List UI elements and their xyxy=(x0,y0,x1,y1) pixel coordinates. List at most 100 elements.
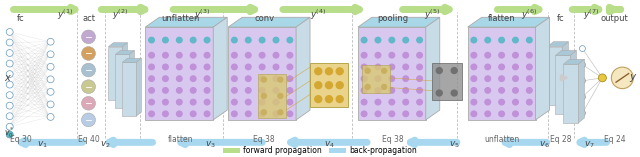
Polygon shape xyxy=(579,59,584,123)
Circle shape xyxy=(389,99,395,105)
Text: Eq 40: Eq 40 xyxy=(77,135,99,143)
Circle shape xyxy=(163,52,168,58)
Circle shape xyxy=(403,76,408,81)
Text: $v_0^*$: $v_0^*$ xyxy=(4,125,14,140)
Text: $y^{(3)}$: $y^{(3)}$ xyxy=(194,8,211,22)
Circle shape xyxy=(527,52,532,58)
Text: $y^{(4)}$: $y^{(4)}$ xyxy=(310,8,326,22)
Circle shape xyxy=(513,76,518,81)
Circle shape xyxy=(232,111,237,116)
Circle shape xyxy=(485,99,490,105)
Circle shape xyxy=(190,99,196,105)
Text: Eq 38: Eq 38 xyxy=(382,135,404,143)
Circle shape xyxy=(6,102,13,109)
Circle shape xyxy=(362,52,367,58)
Circle shape xyxy=(163,64,168,70)
Circle shape xyxy=(232,64,237,70)
Text: $x$: $x$ xyxy=(4,73,12,83)
Circle shape xyxy=(148,88,154,93)
Circle shape xyxy=(499,76,504,81)
Polygon shape xyxy=(115,54,129,108)
Circle shape xyxy=(403,64,408,70)
Circle shape xyxy=(204,64,210,70)
Circle shape xyxy=(499,64,504,70)
Polygon shape xyxy=(122,62,136,116)
Circle shape xyxy=(499,111,504,116)
Circle shape xyxy=(499,88,504,93)
Circle shape xyxy=(436,90,442,96)
Circle shape xyxy=(204,111,210,116)
Circle shape xyxy=(259,37,265,43)
Circle shape xyxy=(365,84,370,89)
Circle shape xyxy=(246,37,251,43)
Polygon shape xyxy=(228,27,296,120)
Text: $v_1$: $v_1$ xyxy=(37,139,48,150)
Circle shape xyxy=(287,99,292,105)
Polygon shape xyxy=(468,17,550,27)
Circle shape xyxy=(579,62,586,68)
Text: Eq 24: Eq 24 xyxy=(604,135,625,143)
Text: $v_6$: $v_6$ xyxy=(539,139,550,150)
Circle shape xyxy=(259,64,265,70)
Polygon shape xyxy=(570,51,577,114)
Polygon shape xyxy=(108,47,122,100)
Circle shape xyxy=(163,37,168,43)
Polygon shape xyxy=(136,58,141,116)
Circle shape xyxy=(513,99,518,105)
Circle shape xyxy=(163,88,168,93)
Circle shape xyxy=(47,63,54,70)
Circle shape xyxy=(389,76,395,81)
Circle shape xyxy=(403,37,408,43)
Circle shape xyxy=(47,101,54,108)
Circle shape xyxy=(81,80,95,94)
Text: Eq 30: Eq 30 xyxy=(10,135,31,143)
Polygon shape xyxy=(563,64,579,123)
Circle shape xyxy=(190,52,196,58)
Circle shape xyxy=(326,82,332,89)
Circle shape xyxy=(259,76,265,81)
Circle shape xyxy=(417,88,422,93)
Circle shape xyxy=(148,37,154,43)
Circle shape xyxy=(6,123,13,130)
Text: $v_2$: $v_2$ xyxy=(100,139,111,150)
Circle shape xyxy=(579,46,586,51)
Circle shape xyxy=(598,74,606,82)
Circle shape xyxy=(148,76,154,81)
Text: Eq 28: Eq 28 xyxy=(550,135,572,143)
Circle shape xyxy=(471,37,477,43)
Circle shape xyxy=(403,99,408,105)
Circle shape xyxy=(204,37,210,43)
Polygon shape xyxy=(563,59,584,64)
Circle shape xyxy=(513,88,518,93)
Text: fc: fc xyxy=(17,14,24,23)
Circle shape xyxy=(513,111,518,116)
Text: $v_4$: $v_4$ xyxy=(324,139,335,150)
Circle shape xyxy=(177,99,182,105)
Circle shape xyxy=(148,52,154,58)
Polygon shape xyxy=(108,43,127,47)
Circle shape xyxy=(190,111,196,116)
Circle shape xyxy=(47,38,54,45)
Polygon shape xyxy=(547,42,568,47)
Text: conv: conv xyxy=(254,14,274,23)
Text: unflatten: unflatten xyxy=(161,14,200,23)
Polygon shape xyxy=(145,27,213,120)
Circle shape xyxy=(81,30,95,44)
Circle shape xyxy=(315,68,322,75)
Circle shape xyxy=(417,111,422,116)
Circle shape xyxy=(6,71,13,78)
Circle shape xyxy=(417,76,422,81)
Polygon shape xyxy=(358,27,426,120)
Circle shape xyxy=(177,64,182,70)
Polygon shape xyxy=(563,42,568,105)
Circle shape xyxy=(6,81,13,88)
Circle shape xyxy=(315,96,322,103)
Circle shape xyxy=(362,99,367,105)
Circle shape xyxy=(6,60,13,67)
Text: $y^{(5)}$: $y^{(5)}$ xyxy=(424,8,440,22)
Circle shape xyxy=(204,88,210,93)
Circle shape xyxy=(6,50,13,56)
Circle shape xyxy=(246,111,251,116)
Circle shape xyxy=(278,110,283,115)
Text: $y^{(7)}$: $y^{(7)}$ xyxy=(583,8,600,22)
